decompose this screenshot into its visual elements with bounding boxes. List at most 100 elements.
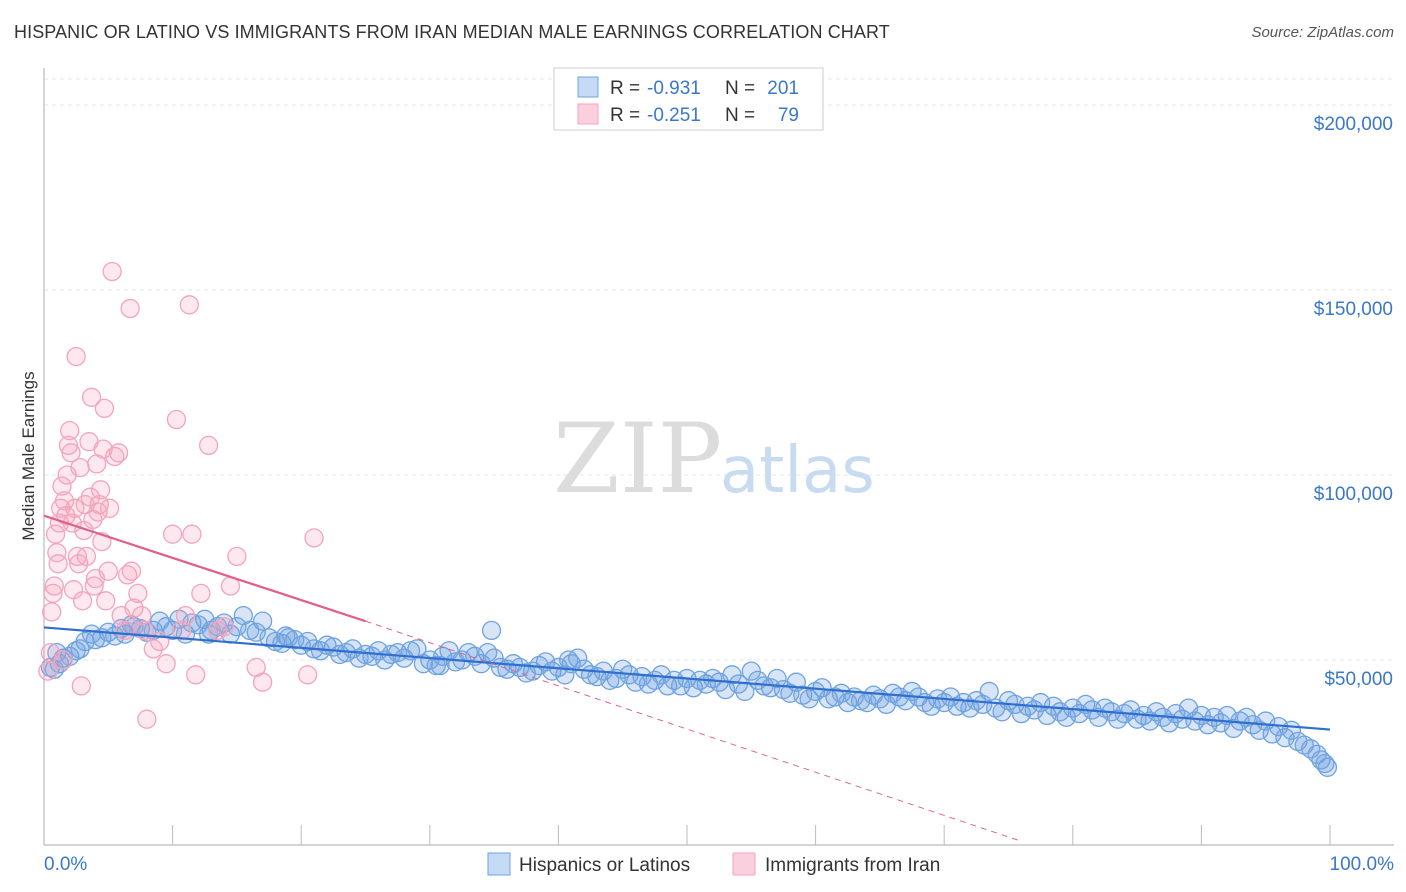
- point-hispanics-115: [767, 668, 787, 689]
- point-iran-43: [96, 591, 116, 611]
- y-tick-label-2: $150,000: [1314, 299, 1393, 320]
- point-iran-69: [191, 583, 211, 604]
- point-iran-17: [61, 443, 81, 463]
- x-tick-label-min: 0.0%: [44, 854, 87, 875]
- point-iran-78: [304, 528, 324, 548]
- point-iran-39: [90, 480, 111, 500]
- trend-lines: [43, 514, 1331, 842]
- point-hispanics-148: [979, 681, 999, 702]
- point-iran-61: [156, 654, 176, 674]
- point-iran-0: [38, 661, 58, 681]
- y-tick-label-3: $200,000: [1314, 114, 1393, 135]
- point-iran-65: [175, 605, 196, 626]
- point-hispanics-208: [481, 620, 502, 641]
- trend-line-iran-extended: [365, 620, 1022, 842]
- point-iran-66: [179, 295, 199, 315]
- point-hispanics-209: [559, 650, 579, 670]
- watermark: ZIP atlas: [553, 403, 875, 515]
- axes: [43, 68, 1394, 846]
- point-iran-42: [94, 398, 115, 419]
- point-iran-3: [43, 583, 63, 604]
- legend-r-value-2: -0.251: [647, 105, 701, 126]
- point-iran-67: [182, 524, 202, 544]
- point-iran-41: [93, 439, 113, 459]
- point-iran-70: [198, 435, 219, 456]
- point-iran-62: [162, 524, 183, 544]
- series-hispanics-points: [40, 605, 1338, 777]
- bottom-legend-label-hispanics: Hispanics or Latinos: [519, 855, 690, 876]
- point-iran-4: [44, 576, 64, 596]
- point-iran-38: [89, 494, 109, 515]
- point-iran-10: [52, 476, 72, 496]
- bottom-legend-swatch-iran: [732, 852, 756, 876]
- point-iran-44: [98, 561, 118, 581]
- bottom-legend: Hispanics or Latinos Immigrants from Ira…: [487, 852, 940, 876]
- point-iran-63: [166, 409, 187, 430]
- point-iran-59: [143, 639, 163, 659]
- trend-line-iran: [43, 514, 366, 623]
- point-iran-34: [84, 576, 104, 596]
- point-hispanics-203: [47, 642, 67, 663]
- legend-r-label-2: R =: [610, 105, 640, 126]
- point-hispanics-206: [276, 626, 296, 646]
- point-hispanics-35: [252, 611, 273, 631]
- top-legend-box: [553, 67, 824, 131]
- y-tick-label-1: $100,000: [1314, 484, 1393, 505]
- x-ticks: [43, 825, 1331, 845]
- point-iran-53: [121, 561, 142, 581]
- point-iran-23: [69, 554, 89, 574]
- point-iran-56: [132, 605, 152, 626]
- point-iran-55: [128, 583, 148, 604]
- point-iran-76: [252, 672, 273, 692]
- point-hispanics-120: [799, 689, 819, 709]
- y-tick-labels: $50,000 $100,000 $150,000 $200,000: [1314, 114, 1393, 690]
- point-hispanics-82: [555, 665, 575, 685]
- point-iran-16: [60, 420, 80, 441]
- source-label: Source: ZipAtlas.com: [1251, 24, 1394, 41]
- legend-n-label-1: N =: [725, 78, 755, 99]
- bottom-legend-swatch-hispanics: [487, 852, 511, 876]
- point-iran-37: [88, 502, 108, 522]
- point-iran-26: [72, 591, 93, 611]
- y-axis-label: Median Male Earnings: [19, 371, 38, 540]
- legend-n-value-2: 79: [778, 105, 799, 126]
- legend-r-value-1: -0.931: [647, 78, 701, 99]
- point-iran-45: [99, 498, 120, 518]
- legend-n-label-2: N =: [725, 105, 755, 126]
- bottom-legend-label-iran: Immigrants from Iran: [765, 855, 940, 876]
- point-iran-12: [54, 491, 75, 511]
- point-iran-7: [48, 554, 68, 574]
- point-iran-68: [186, 665, 206, 685]
- point-iran-11: [53, 650, 73, 670]
- trend-line-hispanics: [43, 626, 1331, 731]
- y-tick-label-0: $50,000: [1324, 669, 1393, 690]
- x-tick-label-max: 100.0%: [1330, 854, 1395, 875]
- point-iran-48: [108, 443, 129, 463]
- watermark-atlas: atlas: [720, 434, 875, 508]
- point-hispanics-202: [1317, 757, 1338, 777]
- point-iran-32: [81, 387, 102, 407]
- point-iran-29: [76, 546, 97, 567]
- point-iran-52: [120, 298, 140, 319]
- legend-swatch-hispanics: [577, 76, 599, 98]
- point-iran-54: [124, 598, 144, 618]
- point-hispanics-207: [430, 655, 450, 676]
- point-iran-15: [58, 435, 79, 456]
- point-iran-50: [115, 620, 135, 641]
- legend-n-value-1: 201: [767, 78, 799, 99]
- point-iran-20: [65, 498, 85, 518]
- x-tick-labels: 0.0% 100.0%: [44, 854, 1394, 875]
- point-iran-2: [42, 602, 62, 622]
- point-iran-21: [66, 346, 86, 367]
- legend-r-label-1: R =: [610, 78, 640, 99]
- point-iran-46: [102, 261, 122, 282]
- point-hispanics-186: [1223, 718, 1244, 739]
- point-iran-24: [70, 457, 90, 478]
- grid-lines: [44, 78, 1394, 661]
- legend-swatch-iran: [577, 103, 599, 125]
- point-iran-77: [297, 665, 318, 685]
- watermark-zip: ZIP: [553, 403, 722, 515]
- point-iran-74: [227, 546, 247, 567]
- chart-title: HISPANIC OR LATINO VS IMMIGRANTS FROM IR…: [14, 22, 890, 42]
